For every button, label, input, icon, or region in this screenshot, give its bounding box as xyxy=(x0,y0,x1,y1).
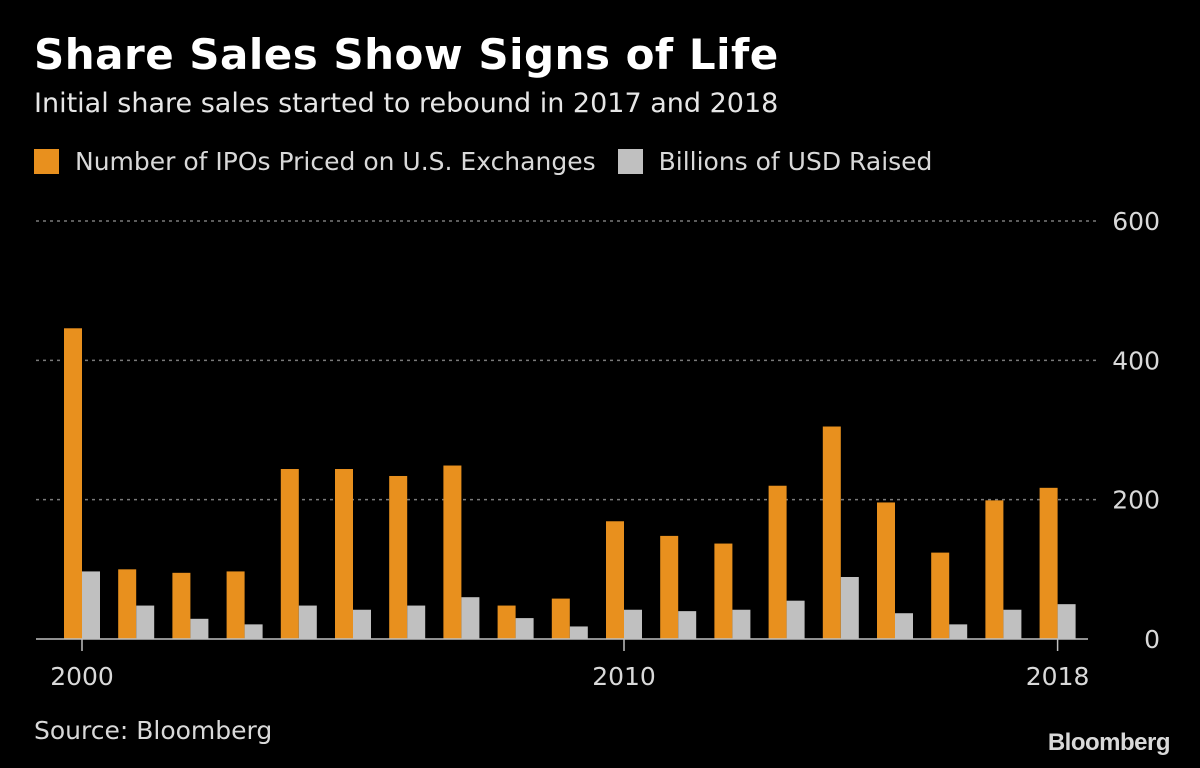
bar-ipos-2016 xyxy=(931,552,950,639)
chart-subtitle: Initial share sales started to rebound i… xyxy=(34,88,779,119)
bar-usd-2007 xyxy=(461,597,480,639)
legend-item-ipos: Number of IPOs Priced on U.S. Exchanges xyxy=(34,147,596,176)
bar-ipos-2015 xyxy=(877,502,895,639)
bar-usd-2017 xyxy=(1003,609,1022,639)
bar-ipos-2014 xyxy=(822,426,841,639)
x-tick-label: 2000 xyxy=(50,662,114,691)
bar-usd-2016 xyxy=(949,624,968,639)
bar-usd-2013 xyxy=(786,600,805,639)
bar-usd-2011 xyxy=(678,611,697,639)
bar-ipos-2013 xyxy=(768,485,787,639)
bar-usd-2018 xyxy=(1057,604,1076,639)
bar-usd-2008 xyxy=(515,618,534,639)
legend-swatch-ipos xyxy=(34,148,59,174)
bar-ipos-2005 xyxy=(335,469,353,639)
bar-ipos-2011 xyxy=(660,535,679,639)
bar-usd-2012 xyxy=(732,609,751,639)
bar-usd-2014 xyxy=(840,576,859,639)
x-tick-label: 2018 xyxy=(1026,662,1090,691)
y-tick-label: 0 xyxy=(1144,625,1160,654)
bar-usd-2001 xyxy=(136,605,155,639)
bar-usd-2009 xyxy=(569,626,588,639)
legend: Number of IPOs Priced on U.S. Exchanges … xyxy=(34,145,954,177)
bar-ipos-2010 xyxy=(606,521,624,639)
bar-ipos-2007 xyxy=(443,465,462,639)
bloomberg-logo: Bloomberg xyxy=(1047,729,1171,756)
y-tick-label: 400 xyxy=(1112,346,1160,375)
chart-title: Share Sales Show Signs of Life xyxy=(34,30,779,79)
bars xyxy=(64,328,1076,639)
bar-ipos-2003 xyxy=(226,571,245,639)
bar-ipos-2012 xyxy=(714,543,733,639)
bar-ipos-2008 xyxy=(497,605,516,639)
bar-ipos-2006 xyxy=(389,475,408,639)
legend-label-usd: Billions of USD Raised xyxy=(658,146,933,176)
bar-usd-2015 xyxy=(895,613,913,639)
x-axis-tick-labels: 2000 2010 2018 xyxy=(50,639,1089,691)
bar-ipos-2001 xyxy=(118,569,137,639)
bar-ipos-2017 xyxy=(985,500,1004,639)
y-axis-tick-labels: 0 200 400 600 xyxy=(1112,207,1160,654)
y-tick-label: 200 xyxy=(1112,486,1160,515)
y-tick-label: 600 xyxy=(1112,207,1160,236)
bar-usd-2000 xyxy=(82,571,100,639)
legend-label-ipos: Number of IPOs Priced on U.S. Exchanges xyxy=(75,146,596,176)
x-tick-label: 2010 xyxy=(592,662,656,691)
gridlines xyxy=(36,220,1100,501)
bar-ipos-2009 xyxy=(551,598,570,639)
bar-ipos-2000 xyxy=(64,328,82,639)
bar-usd-2002 xyxy=(190,618,209,639)
legend-item-usd: Billions of USD Raised xyxy=(617,146,933,176)
bar-usd-2003 xyxy=(244,624,263,639)
source-note: Source: Bloomberg xyxy=(34,716,273,745)
bar-usd-2010 xyxy=(624,609,642,639)
bar-usd-2004 xyxy=(298,605,317,639)
bar-usd-2006 xyxy=(407,605,426,639)
bar-ipos-2004 xyxy=(280,469,299,639)
bar-ipos-2002 xyxy=(172,572,191,639)
bar-usd-2005 xyxy=(353,609,371,639)
bar-ipos-2018 xyxy=(1039,487,1058,639)
legend-swatch-usd xyxy=(617,148,643,174)
